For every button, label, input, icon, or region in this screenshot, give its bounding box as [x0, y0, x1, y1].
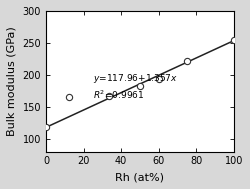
- Text: $y$=117.96+1.357$x$
$R^2$=0.9961: $y$=117.96+1.357$x$ $R^2$=0.9961: [93, 72, 178, 101]
- X-axis label: Rh (at%): Rh (at%): [116, 172, 164, 182]
- Y-axis label: Bulk modulus (GPa): Bulk modulus (GPa): [7, 26, 17, 136]
